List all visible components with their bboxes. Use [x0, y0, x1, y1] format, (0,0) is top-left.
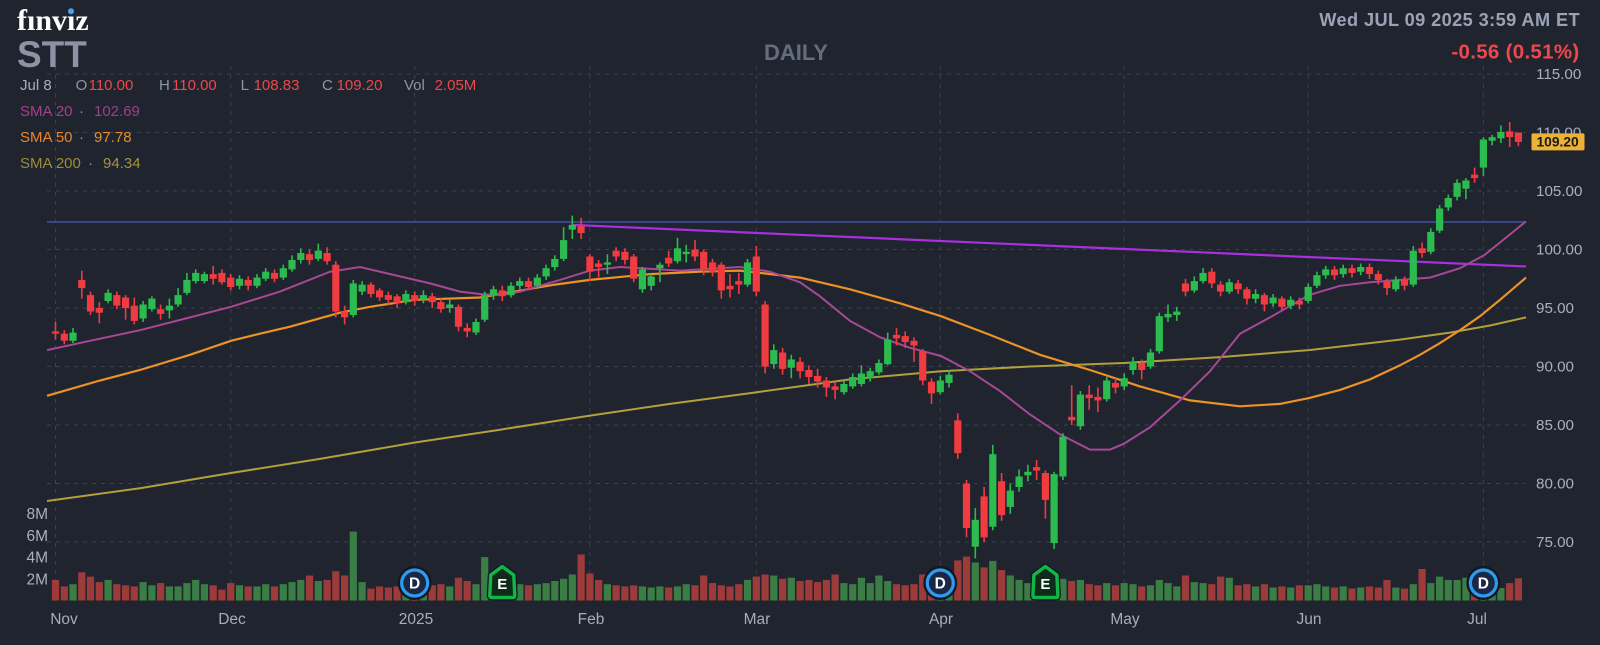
svg-text:·: ·: [79, 103, 84, 120]
svg-text:Apr: Apr: [929, 611, 953, 628]
svg-text:4M: 4M: [26, 550, 48, 567]
svg-text:C: C: [322, 77, 333, 94]
svg-text:D: D: [1478, 576, 1489, 593]
svg-text:2025: 2025: [399, 611, 433, 628]
svg-text:8M: 8M: [26, 506, 48, 523]
svg-text:100.00: 100.00: [1536, 242, 1582, 259]
svg-text:110.00: 110.00: [172, 77, 217, 94]
svg-text:SMA 20: SMA 20: [20, 103, 73, 120]
svg-text:E: E: [497, 576, 507, 593]
svg-text:Jul: Jul: [1467, 611, 1487, 628]
svg-text:DAILY: DAILY: [764, 40, 828, 65]
svg-text:109.20: 109.20: [1537, 135, 1580, 150]
svg-text:Nov: Nov: [50, 611, 78, 628]
svg-text:6M: 6M: [26, 528, 48, 545]
svg-text:fınvız: fınvız: [17, 4, 89, 37]
svg-text:90.00: 90.00: [1536, 359, 1574, 376]
svg-text:Jul 8: Jul 8: [20, 77, 52, 94]
svg-text:SMA 50: SMA 50: [20, 129, 73, 146]
svg-text:95.00: 95.00: [1536, 300, 1574, 317]
svg-text:May: May: [1110, 611, 1140, 628]
svg-text:L: L: [241, 77, 249, 94]
svg-text:·: ·: [79, 129, 84, 146]
svg-text:105.00: 105.00: [1536, 183, 1582, 200]
svg-text:H: H: [159, 77, 170, 94]
svg-text:75.00: 75.00: [1536, 534, 1574, 551]
svg-text:109.20: 109.20: [337, 77, 383, 94]
svg-text:D: D: [409, 576, 420, 593]
svg-text:E: E: [1040, 576, 1050, 593]
svg-text:·: ·: [88, 155, 93, 172]
svg-text:108.83: 108.83: [254, 77, 300, 94]
svg-text:110.00: 110.00: [89, 77, 134, 94]
svg-text:Feb: Feb: [578, 611, 605, 628]
svg-text:SMA 200: SMA 200: [20, 155, 81, 172]
svg-text:Dec: Dec: [218, 611, 246, 628]
svg-text:2.05M: 2.05M: [435, 77, 477, 94]
svg-text:STT: STT: [17, 34, 87, 75]
svg-text:Mar: Mar: [744, 611, 771, 628]
svg-text:O: O: [76, 77, 88, 94]
svg-text:D: D: [935, 576, 946, 593]
svg-text:2M: 2M: [26, 571, 48, 588]
svg-text:102.69: 102.69: [94, 103, 140, 120]
svg-text:-0.56 (0.51%): -0.56 (0.51%): [1451, 41, 1579, 64]
svg-text:85.00: 85.00: [1536, 417, 1574, 434]
svg-text:Wed JUL 09 2025 3:59 AM ET: Wed JUL 09 2025 3:59 AM ET: [1319, 10, 1580, 30]
svg-text:Vol: Vol: [404, 77, 425, 94]
svg-text:94.34: 94.34: [103, 155, 141, 172]
svg-text:80.00: 80.00: [1536, 476, 1574, 493]
svg-text:97.78: 97.78: [94, 129, 132, 146]
svg-text:115.00: 115.00: [1536, 66, 1581, 83]
svg-text:Jun: Jun: [1297, 611, 1322, 628]
